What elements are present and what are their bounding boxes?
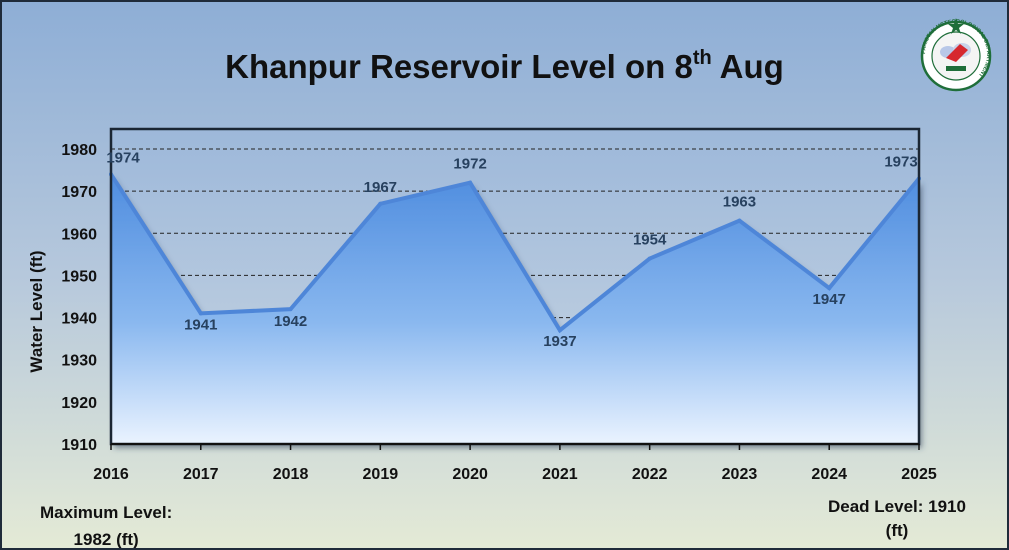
maximum-level-note: Maximum Level: 1982 (ft)	[40, 499, 173, 549]
dead-level-note: Dead Level: 1910 (ft)	[828, 495, 966, 543]
y-tick-label: 1980	[61, 142, 97, 159]
data-label: 1947	[813, 291, 846, 308]
data-point	[737, 218, 742, 223]
data-label: 1963	[723, 194, 756, 211]
dead-level-line2: (ft)	[885, 521, 909, 540]
data-label: 1942	[274, 313, 307, 330]
data-point	[827, 286, 832, 291]
x-tick-label: 2024	[811, 466, 847, 483]
y-axis-title: Water Level (ft)	[27, 250, 46, 372]
x-tick-label: 2018	[273, 466, 309, 483]
y-tick-label: 1960	[61, 226, 97, 243]
data-point	[378, 201, 383, 206]
title-main: Khanpur Reservoir Level on 8	[225, 48, 693, 85]
dead-level-line1: Dead Level: 1910	[828, 497, 966, 516]
y-tick-label: 1940	[61, 311, 97, 328]
data-label: 1974	[106, 149, 140, 166]
data-label: 1954	[633, 232, 667, 249]
x-tick-label: 2025	[901, 466, 937, 483]
x-tick-label: 2016	[93, 466, 129, 483]
data-point	[198, 311, 203, 316]
series-line	[109, 173, 921, 334]
x-tick-label: 2020	[452, 466, 488, 483]
data-label: 1972	[453, 156, 486, 173]
max-level-line1: Maximum Level:	[40, 503, 173, 522]
chart-title: Khanpur Reservoir Level on 8th Aug	[2, 47, 1007, 86]
y-tick-label: 1930	[61, 353, 97, 370]
y-tick-label: 1950	[61, 268, 97, 285]
data-label: 1937	[543, 333, 576, 350]
y-tick-label: 1910	[61, 437, 97, 454]
title-end: Aug	[719, 48, 784, 85]
data-label: 1967	[364, 179, 397, 196]
pmd-logo-icon: PAKISTAN METEOROLOGICAL DEPARTMENT	[920, 18, 992, 92]
x-tick-label: 2021	[542, 466, 578, 483]
data-point	[647, 256, 652, 261]
x-tick-label: 2019	[363, 466, 399, 483]
x-tick-label: 2017	[183, 466, 219, 483]
max-level-line2: 1982 (ft)	[73, 530, 139, 549]
title-superscript: th	[692, 47, 712, 69]
data-point	[557, 328, 562, 333]
y-tick-label: 1970	[61, 184, 97, 201]
data-point	[288, 307, 293, 312]
data-label: 1941	[184, 316, 217, 333]
series-area	[111, 174, 919, 445]
y-tick-label: 1920	[61, 395, 97, 412]
data-label: 1973	[884, 154, 917, 171]
data-point	[468, 180, 473, 185]
x-tick-label: 2023	[722, 466, 758, 483]
x-tick-label: 2022	[632, 466, 668, 483]
